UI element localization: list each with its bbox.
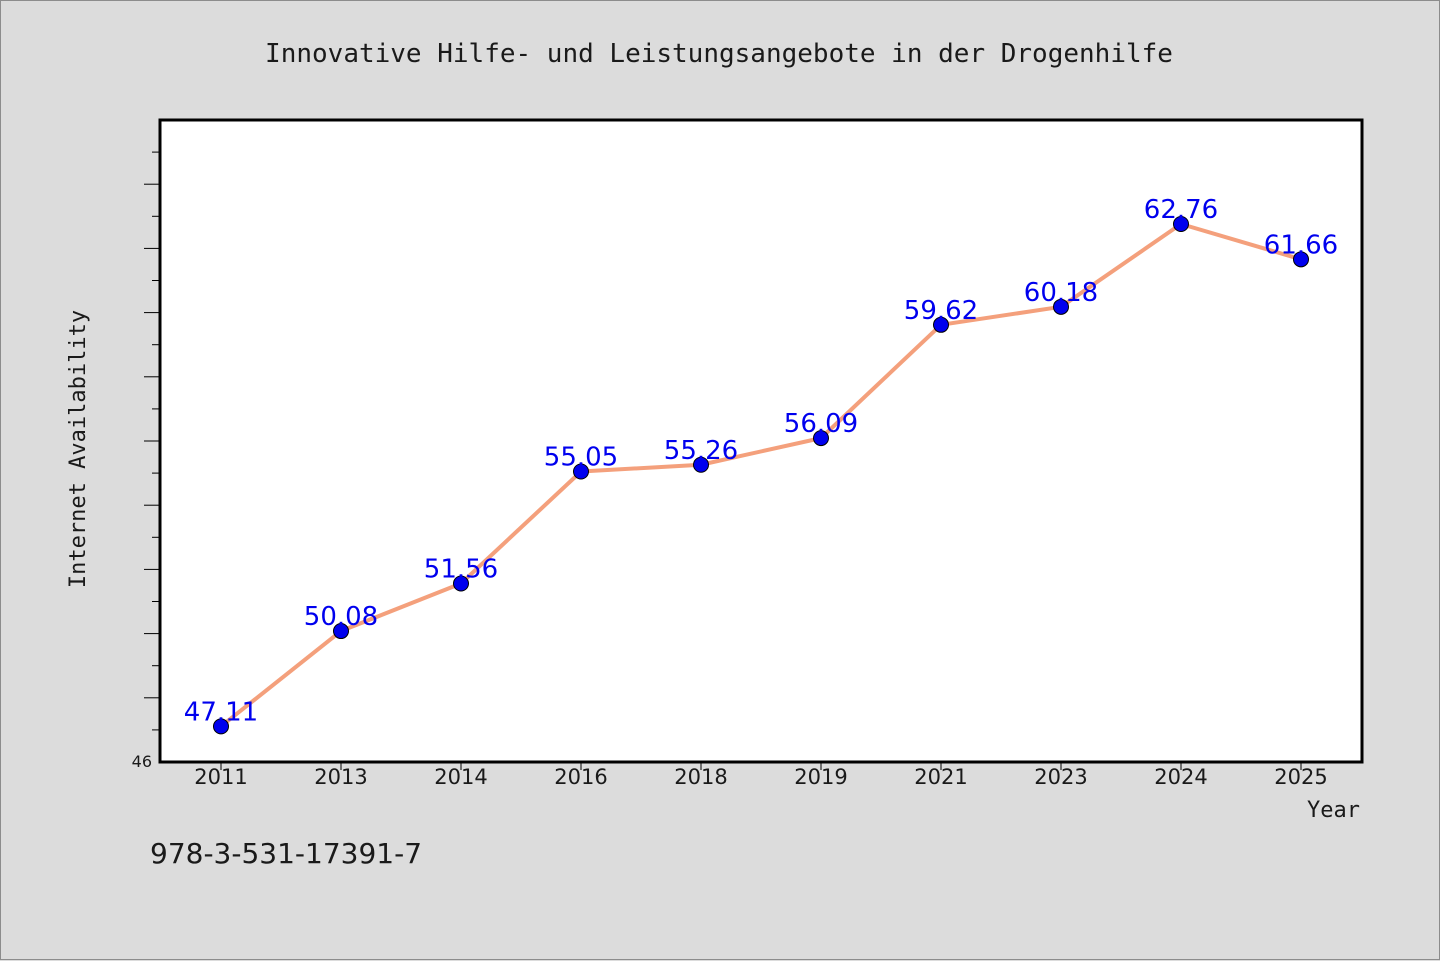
- data-labels-group: 47.11 50.08 51.56 55.05 55.26 56.09 59.62 60.18…: [184, 195, 1338, 727]
- data-point: [453, 575, 469, 592]
- data-point: [693, 456, 709, 473]
- data-label: 55.26: [664, 436, 738, 466]
- x-tick-label: 2018: [674, 765, 727, 789]
- data-point: [933, 316, 949, 333]
- plot-area: [158, 118, 1364, 764]
- y-tick-label: 46: [132, 752, 152, 771]
- x-tick-label: 2016: [554, 765, 607, 789]
- data-point: [573, 463, 589, 480]
- data-label: 55.05: [544, 442, 618, 472]
- data-label: 47.11: [184, 697, 258, 727]
- x-axis-label: Year: [1307, 798, 1360, 823]
- data-point: [813, 430, 829, 447]
- data-point: [1053, 298, 1069, 315]
- data-point: [1293, 251, 1309, 268]
- data-point: [1173, 216, 1189, 233]
- data-label: 61.66: [1264, 230, 1338, 260]
- series-line: [219, 222, 1303, 729]
- x-tick-label: 2011: [194, 765, 247, 789]
- x-tick-label: 2023: [1034, 765, 1087, 789]
- x-tick-label: 2019: [794, 765, 847, 789]
- data-label: 51.56: [424, 555, 498, 585]
- x-tick-label: 2013: [314, 765, 367, 789]
- data-label: 50.08: [304, 602, 378, 632]
- data-label: 56.09: [784, 409, 858, 439]
- data-label: 60.18: [1024, 278, 1098, 308]
- y-axis-ticks: [144, 151, 160, 731]
- data-label: 62.76: [1144, 195, 1218, 225]
- data-point: [333, 623, 349, 640]
- isbn-text: 978-3-531-17391-7: [150, 837, 422, 870]
- chart-title: Innovative Hilfe- und Leistungsangebote …: [265, 39, 1173, 69]
- x-axis-ticks: 2011 2013 2014 2016 2018 2019 2021 2023 2024 2025: [194, 762, 1328, 789]
- x-tick-label: 2025: [1274, 765, 1327, 789]
- x-tick-label: 2014: [434, 765, 487, 789]
- series-line-group: [219, 222, 1303, 729]
- x-tick-label: 2024: [1154, 765, 1207, 789]
- x-tick-label: 2021: [914, 765, 967, 789]
- series-points-group: [213, 216, 1309, 735]
- data-point: [213, 718, 229, 735]
- y-axis-label: Internet Availability: [66, 310, 91, 588]
- data-label: 59.62: [904, 296, 978, 326]
